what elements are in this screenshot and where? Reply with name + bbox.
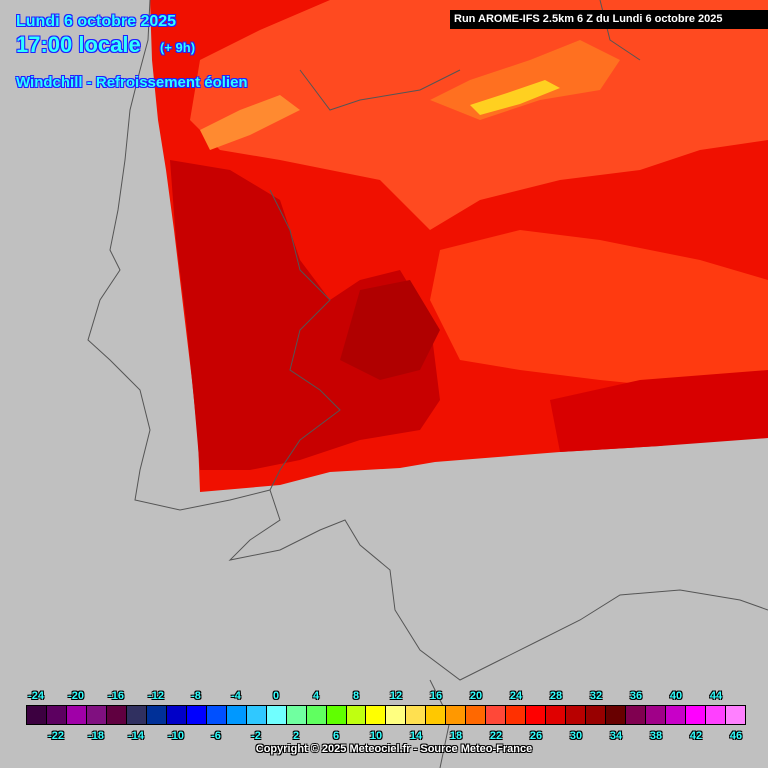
legend-label: -2 — [251, 730, 261, 742]
legend-label: 2 — [292, 730, 300, 742]
legend-swatch — [27, 706, 47, 724]
warm-zones — [170, 160, 768, 470]
legend-swatch — [186, 706, 207, 724]
legend-label: 36 — [629, 690, 643, 702]
legend-swatch — [526, 706, 547, 724]
legend-bar — [26, 705, 746, 725]
legend-swatch — [326, 706, 347, 724]
legend-label: -4 — [231, 690, 241, 702]
legend-label: 12 — [389, 690, 403, 702]
legend-swatch — [286, 706, 307, 724]
legend-swatch — [226, 706, 247, 724]
legend-swatch — [406, 706, 427, 724]
legend-swatch — [126, 706, 147, 724]
legend-swatch — [506, 706, 527, 724]
legend-label: 26 — [529, 730, 543, 742]
legend-swatch — [306, 706, 327, 724]
legend-label: 30 — [569, 730, 583, 742]
legend-swatch — [66, 706, 87, 724]
legend-label: 44 — [709, 690, 723, 702]
legend-label: -18 — [88, 730, 104, 742]
cool-zones — [190, 0, 768, 400]
legend-swatch — [346, 706, 367, 724]
legend-swatch — [566, 706, 587, 724]
legend-label: 0 — [272, 690, 280, 702]
legend-label: 14 — [409, 730, 423, 742]
legend-swatch — [666, 706, 686, 724]
legend-label: -14 — [128, 730, 144, 742]
legend-swatch — [366, 706, 387, 724]
legend-label: 46 — [729, 730, 743, 742]
legend-label: 22 — [489, 730, 503, 742]
legend-label: 32 — [589, 690, 603, 702]
forecast-time: 17:00 locale — [16, 32, 141, 57]
legend-label: 24 — [509, 690, 523, 702]
legend-label: -20 — [68, 690, 84, 702]
legend-label: 28 — [549, 690, 563, 702]
legend-label: 8 — [352, 690, 360, 702]
legend-swatch — [206, 706, 227, 724]
legend-swatch — [606, 706, 627, 724]
copyright: Copyright © 2025 Meteociel.fr - Source M… — [255, 743, 533, 755]
legend-label: -16 — [108, 690, 124, 702]
legend-label: 16 — [429, 690, 443, 702]
legend-swatch — [586, 706, 607, 724]
legend-swatch — [705, 706, 726, 724]
legend-swatch — [266, 706, 287, 724]
legend-swatch — [626, 706, 647, 724]
legend-label: -10 — [168, 730, 184, 742]
legend-label: -8 — [191, 690, 201, 702]
legend-label: 20 — [469, 690, 483, 702]
legend-swatch — [106, 706, 127, 724]
run-info: Run AROME-IFS 2.5km 6 Z du Lundi 6 octob… — [450, 10, 768, 29]
legend-label: 6 — [332, 730, 340, 742]
legend-label: 40 — [669, 690, 683, 702]
legend-label: 4 — [312, 690, 320, 702]
legend-swatch — [725, 706, 745, 724]
forecast-offset: (+ 9h) — [160, 40, 196, 55]
legend-swatch — [86, 706, 107, 724]
legend-label: -6 — [211, 730, 221, 742]
legend-label: 42 — [689, 730, 703, 742]
legend-swatch — [486, 706, 507, 724]
legend-label: 18 — [449, 730, 463, 742]
legend-label: 34 — [609, 730, 623, 742]
legend-swatch — [166, 706, 187, 724]
legend-swatch — [646, 706, 666, 724]
legend-label: 10 — [369, 730, 383, 742]
legend-swatch — [426, 706, 447, 724]
legend-swatch — [246, 706, 267, 724]
legend-swatch — [446, 706, 467, 724]
legend-swatch — [386, 706, 407, 724]
legend-swatch — [685, 706, 706, 724]
legend-label: -22 — [48, 730, 64, 742]
legend-label: -24 — [28, 690, 44, 702]
legend-swatch — [466, 706, 487, 724]
parameter-title: Windchill - Refroissement éolien — [16, 74, 248, 91]
legend-label: 38 — [649, 730, 663, 742]
legend-swatch — [146, 706, 167, 724]
legend-swatch — [46, 706, 67, 724]
forecast-date: Lundi 6 octobre 2025 — [16, 13, 177, 30]
legend-label: -12 — [148, 690, 164, 702]
legend-swatch — [546, 706, 567, 724]
